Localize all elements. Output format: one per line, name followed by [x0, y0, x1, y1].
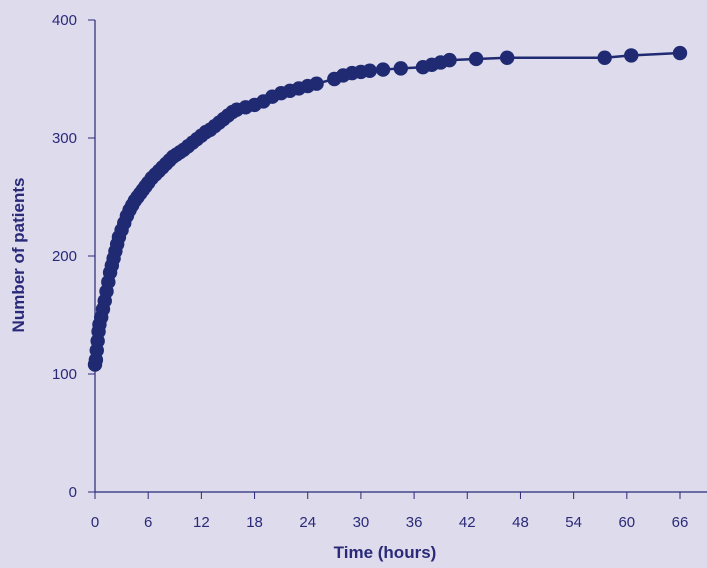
- x-tick-label: 48: [512, 514, 529, 531]
- data-point: [597, 50, 612, 65]
- x-tick-label: 42: [459, 514, 476, 531]
- y-tick-label: 400: [52, 12, 77, 29]
- data-point: [624, 48, 639, 63]
- y-tick-label: 200: [52, 248, 77, 265]
- data-point: [362, 63, 377, 78]
- x-axis-title-group: Time (hours): [334, 543, 437, 562]
- data-point: [375, 62, 391, 77]
- x-tick-label: 6: [144, 514, 152, 531]
- x-tick-label: 54: [565, 514, 582, 531]
- y-tick-label: 300: [52, 130, 77, 147]
- x-tick-label: 18: [246, 514, 263, 531]
- x-tick-label: 24: [299, 514, 316, 531]
- x-tick-label: 66: [672, 514, 689, 531]
- x-tick-label: 30: [353, 514, 370, 531]
- x-tick-label: 12: [193, 514, 210, 531]
- data-point: [442, 52, 457, 68]
- data-point: [468, 51, 484, 67]
- data-point: [672, 45, 688, 61]
- y-tick-label: 0: [69, 484, 77, 501]
- axes: 0 6 12 18 24 30 36 42 48 54 60 66 0 100 200 300 400: [52, 12, 707, 531]
- data-point: [499, 50, 515, 65]
- x-tick-label: 60: [618, 514, 635, 531]
- y-axis-title: Number of patients: [9, 178, 28, 333]
- x-tick-label: 0: [91, 514, 99, 531]
- y-axis-title-group: Number of patients: [9, 178, 28, 333]
- plot-area: [87, 45, 688, 372]
- data-point: [393, 61, 408, 76]
- x-tick-label: 36: [406, 514, 423, 531]
- data-point: [309, 76, 324, 91]
- y-tick-label: 100: [52, 366, 77, 383]
- x-axis-title: Time (hours): [334, 543, 437, 562]
